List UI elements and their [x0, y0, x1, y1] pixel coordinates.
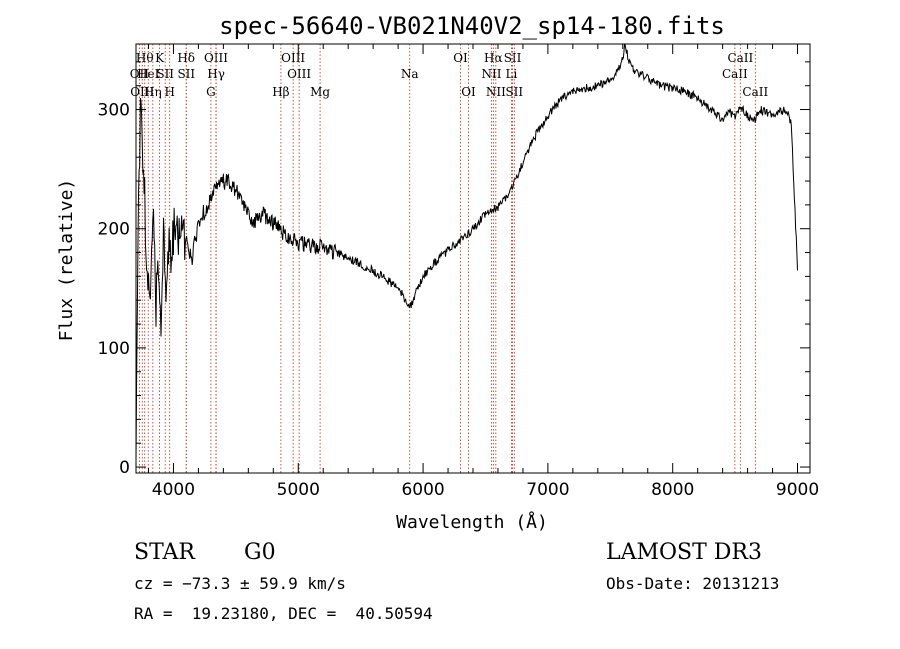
line-marker-label: Hα	[484, 51, 503, 65]
y-tick-label: 0	[119, 458, 130, 478]
line-marker-label: CaII	[727, 51, 753, 65]
survey-name: LAMOST DR3	[606, 540, 762, 565]
series-layer	[135, 43, 798, 462]
spectral-subclass: G0	[244, 540, 276, 565]
line-marker-label: SII	[177, 67, 195, 81]
line-marker-label: CaII	[722, 67, 748, 81]
line-marker-label: OI	[453, 51, 468, 65]
line-marker-label: Hθ	[136, 51, 154, 65]
x-tick-label: 4000	[152, 480, 195, 500]
line-marker-label: SII	[156, 67, 174, 81]
line-marker-label: NII	[481, 67, 501, 81]
spectrum-line	[135, 43, 798, 462]
obs-date: Obs-Date: 20131213	[606, 574, 780, 593]
line-marker-label: OI	[461, 85, 476, 99]
line-marker-label: Hβ	[272, 85, 289, 99]
coordinates: RA = 19.23180, DEC = 40.50594	[134, 604, 433, 623]
line-marker-label: Hη	[144, 85, 162, 99]
line-marker-label: G	[206, 85, 216, 99]
line-marker-label: OIII	[287, 67, 311, 81]
x-tick-label: 7000	[526, 480, 569, 500]
line-marker-label: Mg	[310, 85, 330, 99]
line-marker-label: OII	[130, 67, 150, 81]
y-axis-label: Flux (relative)	[56, 179, 77, 342]
x-axis-label: Wavelength (Å)	[396, 511, 548, 533]
line-marker-label: Hγ	[207, 67, 225, 81]
object-class: STAR	[134, 540, 195, 565]
line-marker-label: Na	[401, 67, 419, 81]
x-tick-label: 6000	[401, 480, 444, 500]
line-marker-label: Li	[506, 67, 518, 81]
line-marker-label: H	[164, 85, 174, 99]
line-marker-label: SII	[505, 85, 523, 99]
x-tick-label: 9000	[776, 480, 819, 500]
x-tick-label: 5000	[277, 480, 320, 500]
axis-ticks: 4000 5000 6000 7000 8000 9000 0 100 200 300	[98, 44, 819, 500]
line-markers: OIIOIIIHθHeIHηKSIIHHδSIIGOIIIHγHβOIIIOII…	[130, 44, 768, 473]
line-marker-label: SII	[504, 51, 522, 65]
line-marker-label: OIII	[281, 51, 305, 65]
chart-title: spec-56640-VB021N40V2_sp14-180.fits	[219, 12, 725, 40]
line-marker-label: HeI	[137, 67, 160, 81]
line-marker-label: NII	[486, 85, 506, 99]
line-marker-label: K	[155, 51, 165, 65]
redshift-readout: cz = −73.3 ± 59.9 km/s	[134, 574, 346, 593]
y-tick-label: 100	[98, 339, 130, 359]
y-tick-label: 300	[98, 101, 130, 121]
line-marker-label: CaII	[742, 85, 768, 99]
x-tick-label: 8000	[651, 480, 694, 500]
y-tick-label: 200	[98, 220, 130, 240]
